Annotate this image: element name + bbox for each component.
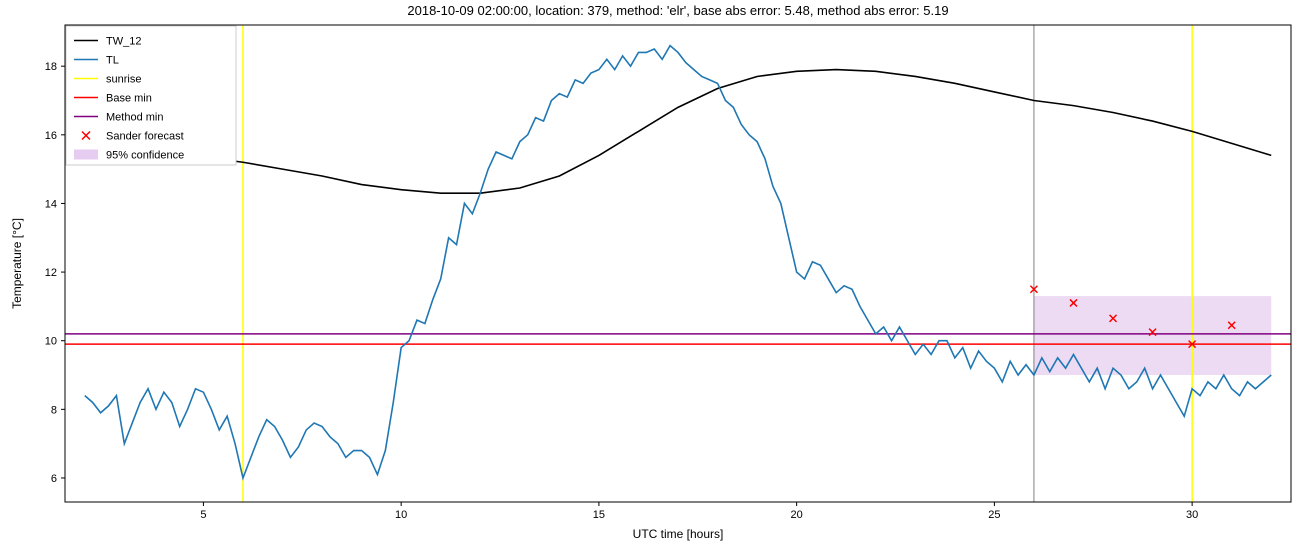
xtick-label: 25 (988, 509, 1000, 521)
confidence-band (1034, 296, 1271, 375)
ytick-label: 16 (45, 130, 57, 142)
legend-label: Sander forecast (106, 131, 184, 143)
xtick-label: 30 (1186, 509, 1198, 521)
legend-label: TW_12 (106, 36, 141, 48)
chart-container: 5 10 15 20 25 30 6 8 10 12 14 16 18 UTC time [hours] T… (0, 0, 1311, 547)
ytick-label: 6 (51, 473, 57, 485)
x-axis-label: UTC time [hours] (633, 527, 724, 541)
ytick-label: 10 (45, 336, 57, 348)
xtick-label: 10 (395, 509, 407, 521)
legend-label: 95% confidence (106, 150, 184, 162)
ytick-label: 8 (51, 404, 57, 416)
legend-swatch (74, 150, 98, 160)
chart-title: 2018-10-09 02:00:00, location: 379, meth… (407, 3, 948, 18)
ytick-label: 18 (45, 61, 57, 73)
xtick-label: 15 (593, 509, 605, 521)
plot-area (65, 25, 1291, 502)
legend-label: TL (106, 55, 119, 67)
ytick-label: 12 (45, 267, 57, 279)
legend-label: Method min (106, 112, 163, 124)
legend-label: sunrise (106, 74, 141, 86)
xtick-label: 5 (200, 509, 206, 521)
y-axis-label: Temperature [°C] (10, 218, 24, 309)
legend-label: Base min (106, 93, 152, 105)
xtick-label: 20 (791, 509, 803, 521)
ytick-label: 14 (45, 198, 57, 210)
temperature-forecast-chart: 5 10 15 20 25 30 6 8 10 12 14 16 18 UTC time [hours] T… (0, 0, 1311, 547)
